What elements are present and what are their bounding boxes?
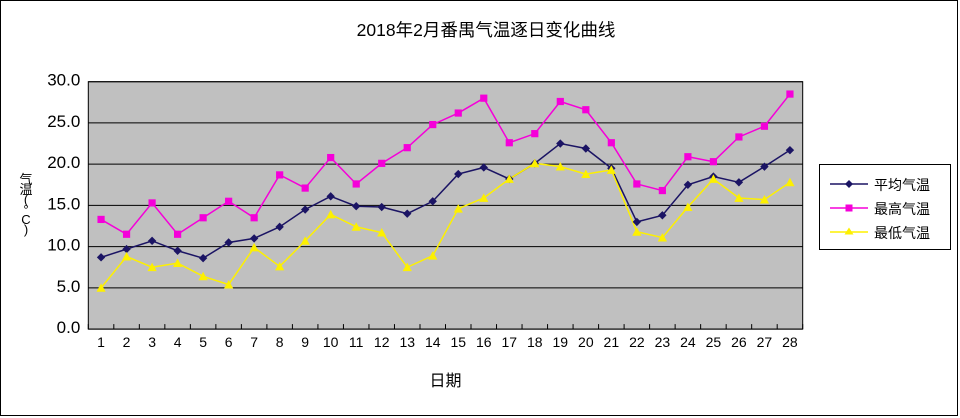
- svg-text:8: 8: [276, 334, 284, 350]
- svg-text:21: 21: [604, 334, 620, 350]
- svg-text:6: 6: [225, 334, 233, 350]
- svg-text:19: 19: [553, 334, 569, 350]
- svg-text:20.0: 20.0: [47, 153, 80, 172]
- svg-text:12: 12: [374, 334, 390, 350]
- svg-text:22: 22: [629, 334, 645, 350]
- svg-text:15: 15: [450, 334, 466, 350]
- svg-text:10: 10: [323, 334, 339, 350]
- svg-text:24: 24: [680, 334, 696, 350]
- svg-text:4: 4: [174, 334, 182, 350]
- svg-text:2: 2: [123, 334, 131, 350]
- svg-text:27: 27: [757, 334, 773, 350]
- svg-text:28: 28: [782, 334, 798, 350]
- svg-text:23: 23: [655, 334, 671, 350]
- svg-text:14: 14: [425, 334, 441, 350]
- svg-text:26: 26: [731, 334, 747, 350]
- svg-text:25.0: 25.0: [47, 112, 80, 131]
- svg-text:15.0: 15.0: [47, 194, 80, 213]
- svg-text:5.0: 5.0: [57, 277, 81, 296]
- svg-text:7: 7: [250, 334, 258, 350]
- svg-text:11: 11: [349, 334, 364, 350]
- svg-text:20: 20: [578, 334, 594, 350]
- svg-text:3: 3: [148, 334, 156, 350]
- svg-text:13: 13: [399, 334, 415, 350]
- svg-text:0.0: 0.0: [57, 318, 81, 337]
- svg-text:5: 5: [199, 334, 207, 350]
- svg-text:1: 1: [97, 334, 105, 350]
- svg-text:25: 25: [706, 334, 722, 350]
- svg-text:17: 17: [502, 334, 518, 350]
- svg-text:30.0: 30.0: [47, 71, 80, 90]
- svg-text:16: 16: [476, 334, 492, 350]
- svg-text:9: 9: [301, 334, 309, 350]
- svg-text:18: 18: [527, 334, 543, 350]
- svg-text:10.0: 10.0: [47, 236, 80, 255]
